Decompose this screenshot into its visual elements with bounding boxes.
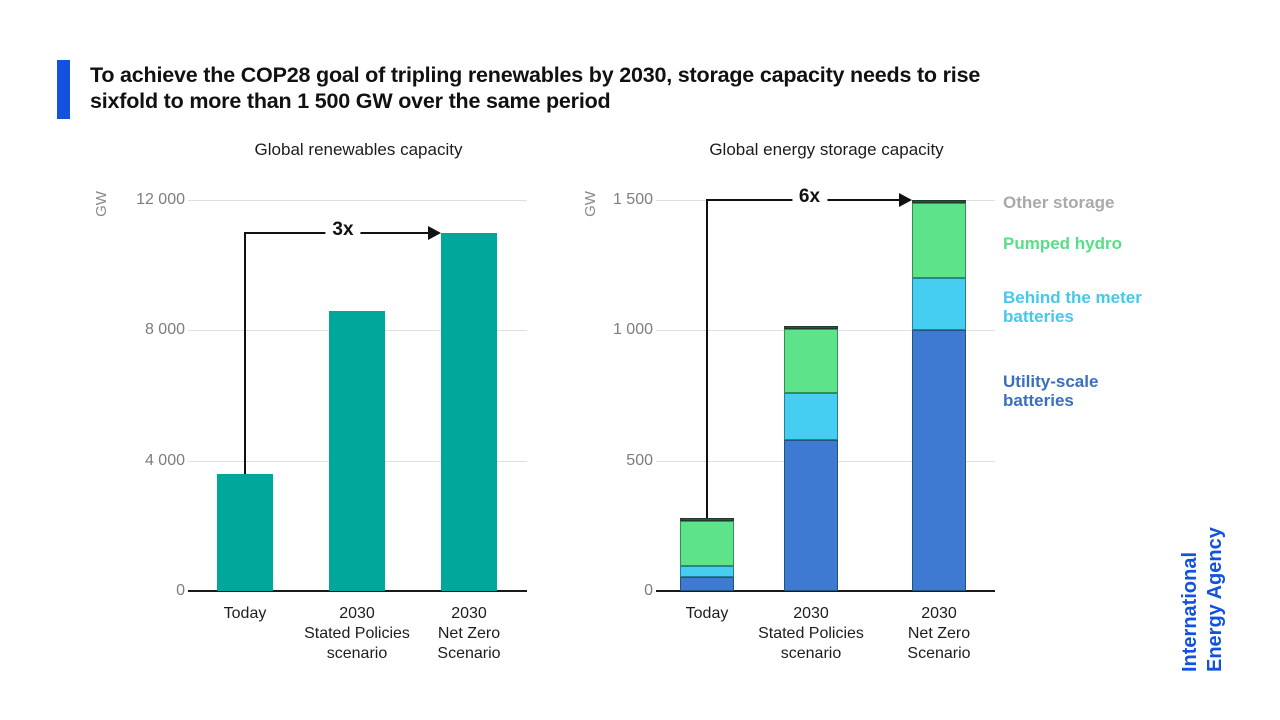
bar-segment-behind-the-meter-batteries bbox=[680, 566, 734, 577]
x-category-label-line: scenario bbox=[326, 645, 388, 662]
y-tick-label: 1 000 bbox=[612, 321, 653, 339]
slide-title-line-2: sixfold to more than 1 500 GW over the s… bbox=[90, 89, 611, 113]
annotation-multiplier-label: 6x bbox=[791, 186, 828, 208]
y-tick-label: 500 bbox=[626, 451, 653, 469]
x-category-label: Today bbox=[617, 604, 797, 624]
iea-logo: International Energy Agency bbox=[1178, 478, 1228, 672]
x-axis-line bbox=[188, 590, 527, 592]
bar-segment-other-storage bbox=[784, 326, 838, 330]
renewables-chart-title: Global renewables capacity bbox=[254, 140, 463, 159]
x-category-label-line: 2030 bbox=[921, 605, 957, 622]
bar-segment-pumped-hydro bbox=[912, 202, 966, 279]
x-axis-line bbox=[656, 590, 995, 592]
legend-item-pumped-hydro: Pumped hydro bbox=[1003, 234, 1123, 253]
annotation-multiplier-label: 3x bbox=[325, 218, 361, 241]
gridline bbox=[188, 200, 527, 201]
x-category-label: 2030 Net Zero Scenario bbox=[379, 604, 559, 664]
bar-segment-behind-the-meter-batteries bbox=[912, 278, 966, 331]
x-category-label: Today bbox=[155, 604, 335, 624]
bar-segment-other-storage bbox=[912, 200, 966, 203]
y-tick-label: 4 000 bbox=[144, 451, 185, 469]
x-category-label-line: Scenario bbox=[907, 645, 971, 662]
annotation-vertical-line bbox=[244, 232, 246, 474]
legend-item-utility-scale-batteries: Utility-scale batteries bbox=[1003, 372, 1099, 410]
x-category-label-line: Stated Policies bbox=[304, 625, 410, 642]
bar-segment-utility-scale-batteries bbox=[680, 576, 734, 591]
x-category-label-line: Net Zero bbox=[907, 625, 971, 642]
iea-logo-line-2: Energy Agency bbox=[1204, 527, 1226, 672]
y-tick-label: 0 bbox=[176, 582, 185, 599]
annotation-arrowhead-icon bbox=[899, 193, 912, 207]
x-category-label-line: Today bbox=[685, 605, 729, 622]
legend-item-other-storage: Other storage bbox=[1003, 193, 1115, 212]
bar-segment-utility-scale-batteries bbox=[912, 330, 966, 591]
annotation-vertical-line bbox=[706, 200, 708, 518]
y-tick-label: 0 bbox=[644, 582, 653, 599]
x-category-label-line: 2030 bbox=[451, 605, 487, 622]
iea-logo-line-1: International bbox=[1179, 551, 1201, 672]
annotation-arrowhead-icon bbox=[428, 225, 441, 240]
bar-segment-behind-the-meter-batteries bbox=[784, 392, 838, 440]
bar-segment-utility-scale-batteries bbox=[784, 439, 838, 591]
x-category-label-line: Today bbox=[223, 605, 267, 622]
y-tick-label: 8 000 bbox=[144, 321, 185, 339]
bar-2030-stated-policies-scenario bbox=[329, 310, 385, 591]
bar-segment-pumped-hydro bbox=[680, 520, 734, 567]
x-category-label-line: 2030 bbox=[339, 605, 375, 622]
x-category-label-line: Stated Policies bbox=[758, 625, 864, 642]
slide-title: To achieve the COP28 goal of tripling re… bbox=[90, 62, 1150, 114]
bar-segment-other-storage bbox=[680, 518, 734, 521]
bar-2030-net-zero-scenario bbox=[441, 232, 497, 591]
storage-chart-title: Global energy storage capacity bbox=[709, 140, 944, 159]
bar-today bbox=[217, 473, 273, 591]
x-category-label: 2030 Net Zero Scenario bbox=[849, 604, 1029, 664]
legend-item-behind-the-meter-batteries: Behind the meter batteries bbox=[1003, 288, 1142, 326]
x-category-label: 2030 Stated Policies scenario bbox=[267, 604, 447, 664]
x-category-label: 2030 Stated Policies scenario bbox=[721, 604, 901, 664]
bar-segment-pumped-hydro bbox=[784, 329, 838, 393]
slide-title-line-1: To achieve the COP28 goal of tripling re… bbox=[90, 63, 981, 87]
y-tick-label: 12 000 bbox=[136, 191, 185, 208]
x-category-label-line: Net Zero bbox=[437, 625, 501, 642]
title-accent-bar bbox=[57, 60, 70, 119]
x-category-label-line: scenario bbox=[780, 645, 842, 662]
y-tick-label: 1 500 bbox=[612, 191, 653, 208]
x-category-label-line: Scenario bbox=[437, 645, 501, 662]
x-category-label-line: 2030 bbox=[793, 605, 829, 622]
